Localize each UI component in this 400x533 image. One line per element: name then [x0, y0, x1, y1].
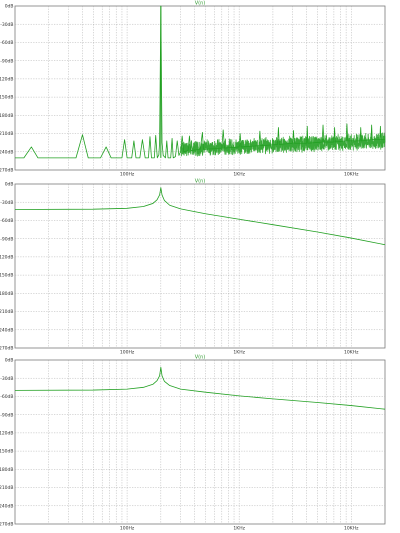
y-tick-label: -60dB — [0, 40, 13, 46]
y-tick-label: -180dB — [0, 113, 14, 119]
y-tick-label: -240dB — [0, 149, 14, 155]
y-tick-label: 0dB — [5, 358, 14, 364]
y-tick-label: -180dB — [0, 291, 14, 297]
x-tick-label: 100Hz — [120, 350, 135, 356]
y-tick-label: -270dB — [0, 346, 14, 352]
trace-line — [14, 366, 386, 410]
plot-frame — [14, 183, 386, 349]
plot-title: V(n) — [195, 355, 206, 361]
y-tick-label: -210dB — [0, 131, 14, 137]
y-tick-label: -150dB — [0, 95, 14, 101]
y-tick-label: -90dB — [0, 412, 13, 418]
y-tick-label: -120dB — [0, 76, 14, 82]
y-tick-label: -270dB — [0, 168, 14, 174]
trace-line — [14, 187, 386, 246]
y-tick-label: -150dB — [0, 273, 14, 279]
plot-pane-2: 0dB -30dB -60dB -90dB -120dB -150dB -180dB -210… — [0, 179, 386, 356]
y-tick-label: -150dB — [0, 449, 14, 455]
y-tick-label: -210dB — [0, 309, 14, 315]
y-tick-label: -210dB — [0, 485, 14, 491]
x-tick-label: 10KHz — [344, 526, 359, 532]
y-tick-label: -90dB — [0, 236, 13, 242]
y-tick-label: 0dB — [5, 182, 14, 188]
y-tick-label: -120dB — [0, 430, 14, 436]
x-tick-label: 100Hz — [120, 172, 135, 178]
x-tick-label: 1KHz — [233, 172, 245, 178]
plot-pane-1: 0dB -30dB -60dB -90dB -120dB -150dB -180dB -210… — [0, 1, 386, 178]
x-tick-label: 100Hz — [120, 526, 135, 532]
x-tick-label: 10KHz — [344, 172, 359, 178]
x-tick-label: 1KHz — [233, 526, 245, 532]
y-tick-label: -270dB — [0, 522, 14, 528]
plot-frame — [14, 359, 386, 525]
y-tick-label: 0dB — [5, 4, 14, 10]
y-tick-label: -60dB — [0, 218, 13, 224]
y-tick-label: -90dB — [0, 58, 13, 64]
y-tick-label: -240dB — [0, 327, 14, 333]
noise-floor-trace — [180, 132, 386, 157]
y-tick-label: -240dB — [0, 503, 14, 509]
plot-title: V(n) — [195, 1, 206, 7]
x-tick-label: 1KHz — [233, 350, 245, 356]
plot-pane-3: 0dB -30dB -60dB -90dB -120dB -150dB -180dB -210… — [0, 355, 386, 532]
y-tick-label: -30dB — [0, 22, 13, 28]
y-tick-label: -180dB — [0, 467, 14, 473]
y-tick-label: -120dB — [0, 254, 14, 260]
y-tick-label: -60dB — [0, 394, 13, 400]
y-tick-label: -30dB — [0, 376, 13, 382]
y-tick-label: -30dB — [0, 200, 13, 206]
x-tick-label: 10KHz — [344, 350, 359, 356]
plot-title: V(n) — [195, 179, 206, 185]
